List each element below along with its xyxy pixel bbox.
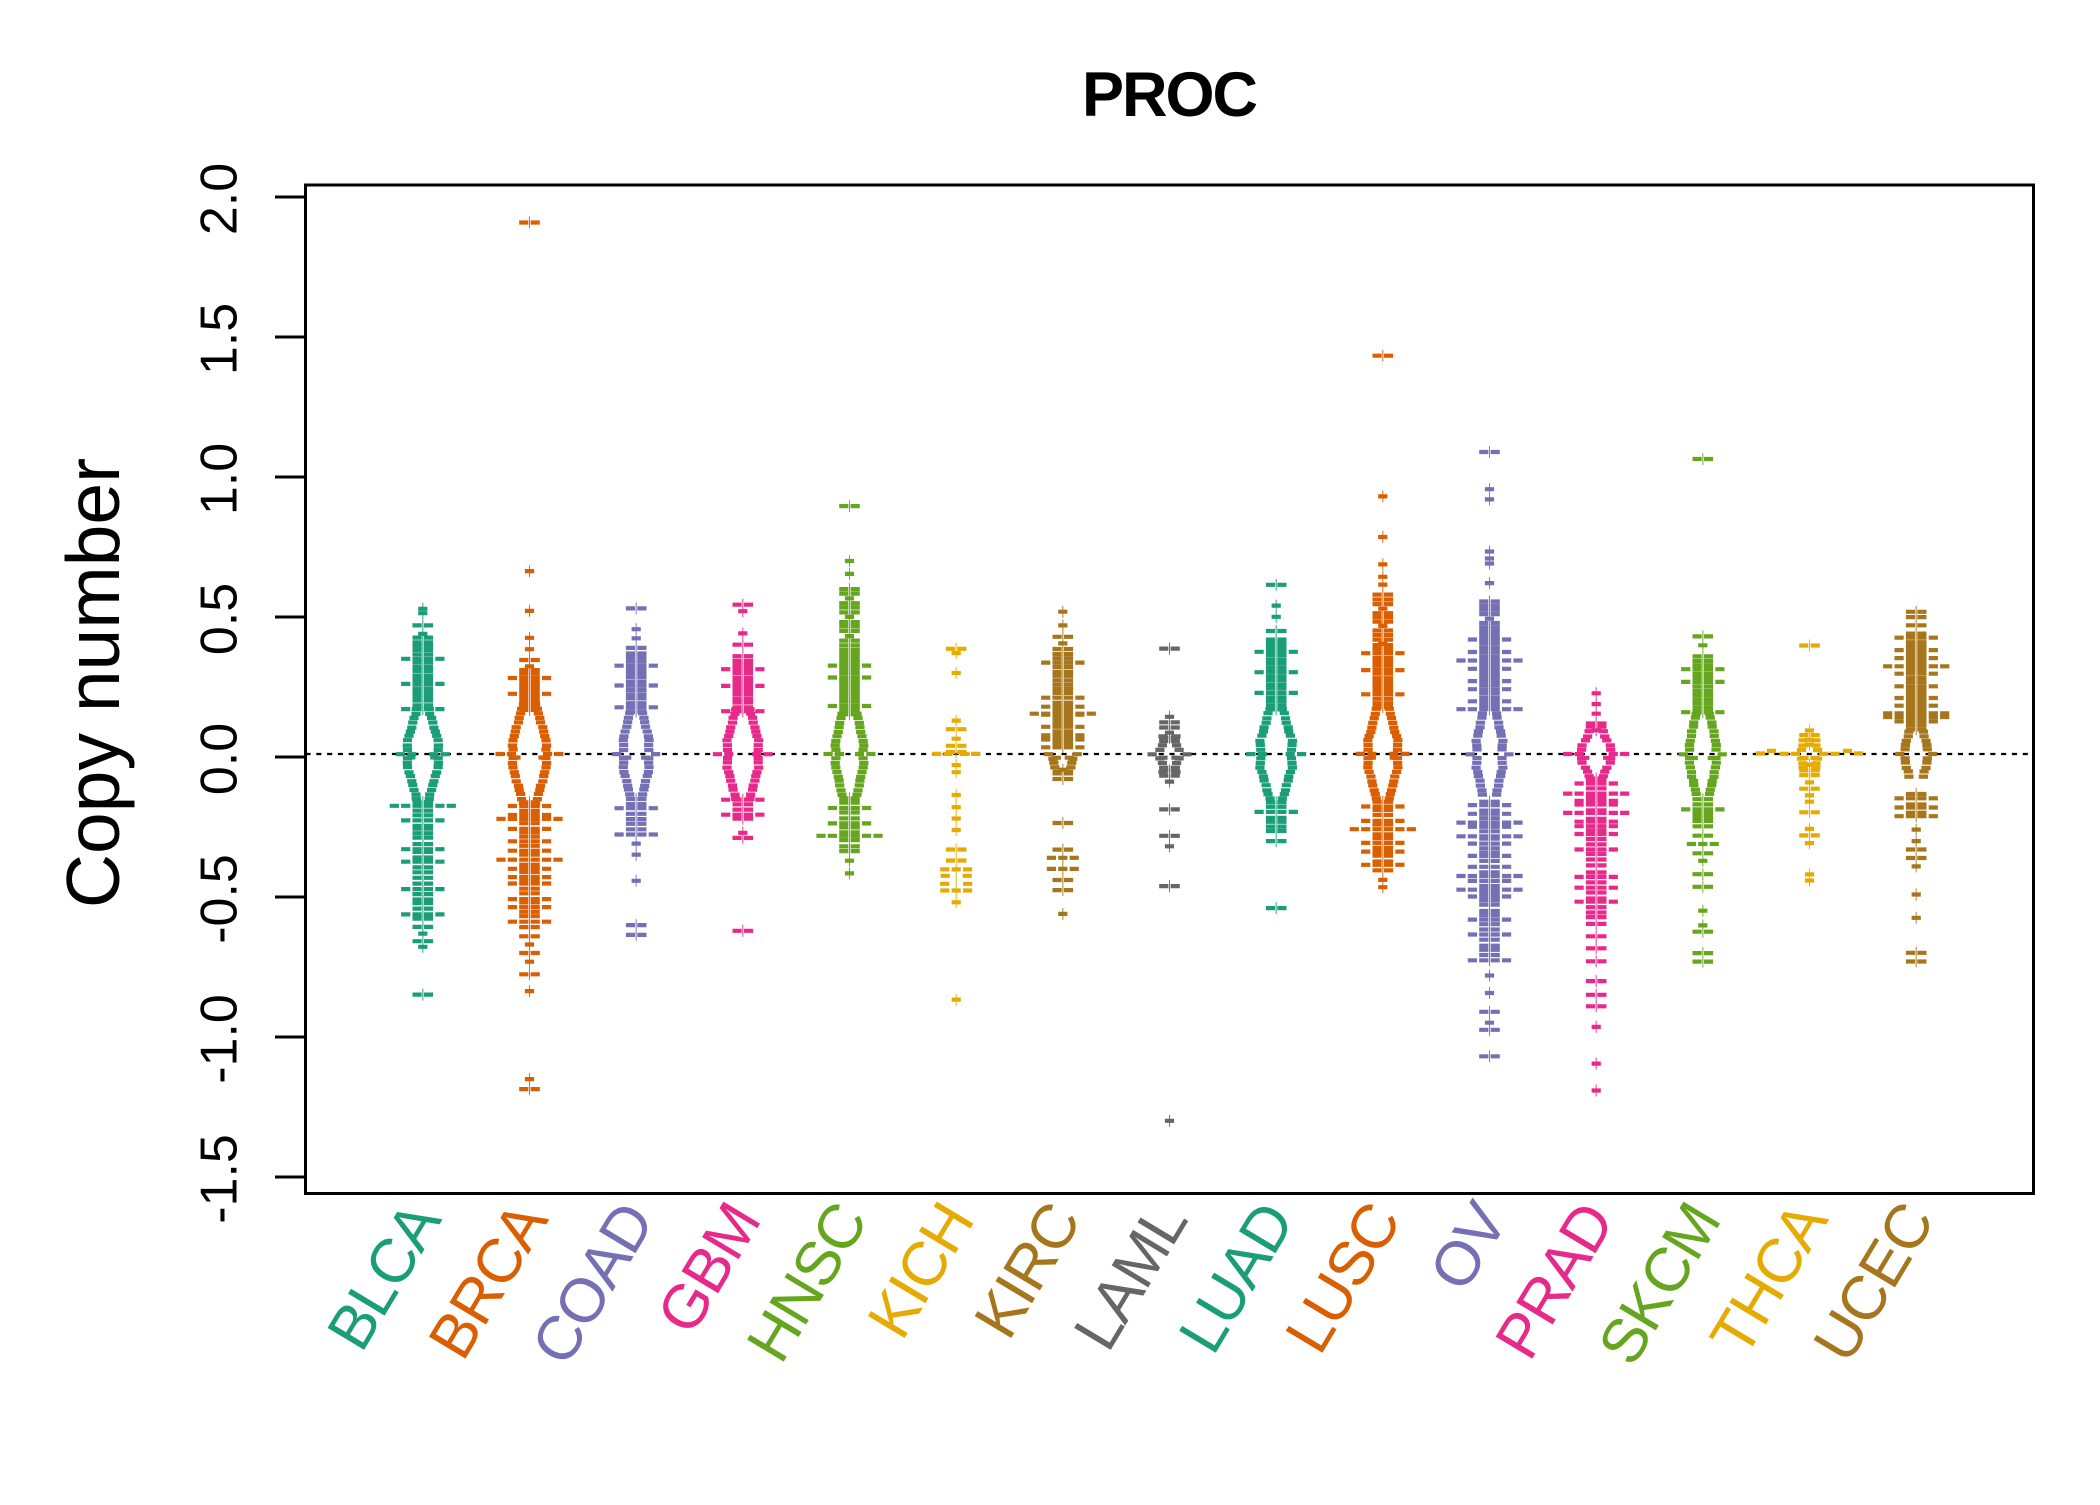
svg-text:0.0: 0.0 (191, 723, 249, 795)
svg-text:PROC: PROC (1082, 60, 1257, 130)
svg-text:-0.5: -0.5 (191, 854, 249, 944)
svg-text:1.0: 1.0 (191, 443, 249, 515)
svg-text:-1.0: -1.0 (191, 994, 249, 1084)
svg-text:-1.5: -1.5 (191, 1134, 249, 1224)
svg-text:Copy number: Copy number (51, 458, 135, 908)
svg-text:1.5: 1.5 (191, 303, 249, 375)
svg-text:2.0: 2.0 (191, 163, 249, 235)
svg-text:0.5: 0.5 (191, 583, 249, 655)
